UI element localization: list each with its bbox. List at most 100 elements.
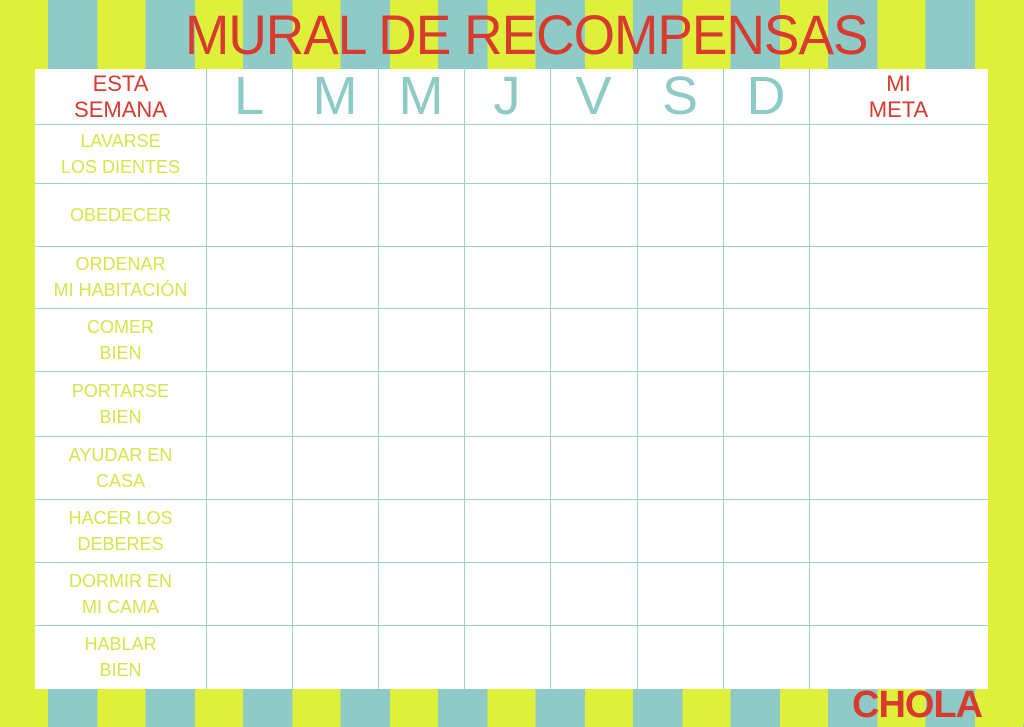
day-check-cell[interactable] [638,371,723,436]
goal-cell[interactable] [810,183,988,246]
day-check-cell[interactable] [551,246,637,308]
column-divider [637,69,638,689]
day-check-cell[interactable] [207,308,292,371]
day-check-cell[interactable] [379,371,464,436]
header-my-goal-line2: META [868,97,929,122]
header-this-week: ESTA SEMANA [35,69,206,124]
task-label: HABLAR BIEN [35,625,206,689]
day-check-cell[interactable] [724,499,809,562]
day-check-cell[interactable] [551,308,637,371]
day-check-cell[interactable] [638,183,723,246]
task-label: ORDENAR MI HABITACIÓN [35,246,206,308]
column-divider [378,69,379,689]
header-this-week-line1: ESTA [92,71,149,96]
task-label: OBEDECER [35,183,206,246]
task-label-line: MI CAMA [81,596,159,617]
task-label-line: PORTARSE [71,380,170,401]
header-this-week-line2: SEMANA [74,97,167,122]
task-label-line: AYUDAR EN [68,444,173,465]
day-check-cell[interactable] [724,562,809,625]
day-check-cell[interactable] [293,371,378,436]
goal-cell[interactable] [810,124,988,183]
goal-cell[interactable] [810,625,988,689]
day-check-cell[interactable] [465,124,550,183]
day-check-cell[interactable] [293,499,378,562]
day-check-cell[interactable] [551,625,637,689]
day-check-cell[interactable] [207,499,292,562]
day-check-cell[interactable] [465,246,550,308]
day-check-cell[interactable] [465,625,550,689]
day-check-cell[interactable] [207,183,292,246]
day-check-cell[interactable] [207,124,292,183]
goal-cell[interactable] [810,436,988,499]
task-label-line: HACER LOS [68,507,173,528]
day-check-cell[interactable] [379,436,464,499]
day-check-cell[interactable] [638,308,723,371]
day-check-cell[interactable] [551,499,637,562]
day-check-cell[interactable] [379,499,464,562]
goal-cell[interactable] [810,562,988,625]
day-check-cell[interactable] [379,562,464,625]
task-label: LAVARSE LOS DIENTES [35,124,206,183]
day-check-cell[interactable] [724,308,809,371]
day-check-cell[interactable] [293,562,378,625]
day-check-cell[interactable] [379,183,464,246]
day-check-cell[interactable] [638,124,723,183]
row-divider [35,436,988,437]
task-label-line: DEBERES [77,533,164,554]
row-divider [35,183,988,184]
day-check-cell[interactable] [379,246,464,308]
day-check-cell[interactable] [465,436,550,499]
column-divider [464,69,465,689]
goal-cell[interactable] [810,308,988,371]
day-check-cell[interactable] [465,499,550,562]
day-check-cell[interactable] [379,308,464,371]
day-check-cell[interactable] [293,183,378,246]
day-check-cell[interactable] [551,371,637,436]
day-check-cell[interactable] [293,625,378,689]
day-check-cell[interactable] [724,246,809,308]
day-header: L [233,66,265,126]
day-check-cell[interactable] [724,371,809,436]
day-check-cell[interactable] [638,499,723,562]
day-check-cell[interactable] [551,436,637,499]
goal-cell[interactable] [810,371,988,436]
day-check-cell[interactable] [724,124,809,183]
day-check-cell[interactable] [465,371,550,436]
row-divider [35,562,988,563]
day-check-cell[interactable] [293,436,378,499]
row-divider [35,246,988,247]
day-check-cell[interactable] [207,436,292,499]
day-check-cell[interactable] [207,246,292,308]
day-check-cell[interactable] [379,625,464,689]
column-divider [550,69,551,689]
day-check-cell[interactable] [207,625,292,689]
day-check-cell[interactable] [465,183,550,246]
day-check-cell[interactable] [724,436,809,499]
day-check-cell[interactable] [638,246,723,308]
day-check-cell[interactable] [551,562,637,625]
day-check-cell[interactable] [379,124,464,183]
day-check-cell[interactable] [207,371,292,436]
goal-cell[interactable] [810,246,988,308]
day-check-cell[interactable] [293,308,378,371]
task-label-line: HABLAR [84,634,157,654]
day-header: J [493,66,521,126]
day-check-cell[interactable] [551,124,637,183]
day-check-cell[interactable] [551,183,637,246]
day-check-cell[interactable] [207,562,292,625]
row-divider [35,625,988,626]
day-check-cell[interactable] [465,562,550,625]
goal-cell[interactable] [810,499,988,562]
day-check-cell[interactable] [724,625,809,689]
day-check-cell[interactable] [724,183,809,246]
day-check-cell[interactable] [293,246,378,308]
day-check-cell[interactable] [293,124,378,183]
page-title: MURAL DE RECOMPENSAS [184,3,869,66]
day-check-cell[interactable] [465,308,550,371]
day-check-cell[interactable] [638,562,723,625]
day-header: S [661,66,699,126]
task-label-line: DORMIR EN [69,570,172,591]
day-check-cell[interactable] [638,625,723,689]
day-check-cell[interactable] [638,436,723,499]
